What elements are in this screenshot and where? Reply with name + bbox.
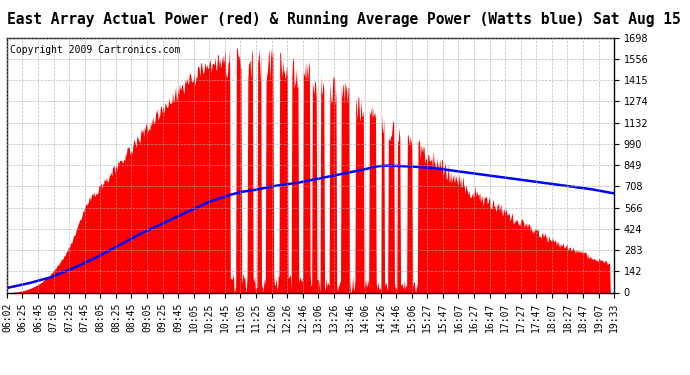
Text: Copyright 2009 Cartronics.com: Copyright 2009 Cartronics.com [10,45,180,55]
Text: East Array Actual Power (red) & Running Average Power (Watts blue) Sat Aug 15 19: East Array Actual Power (red) & Running … [7,11,690,27]
